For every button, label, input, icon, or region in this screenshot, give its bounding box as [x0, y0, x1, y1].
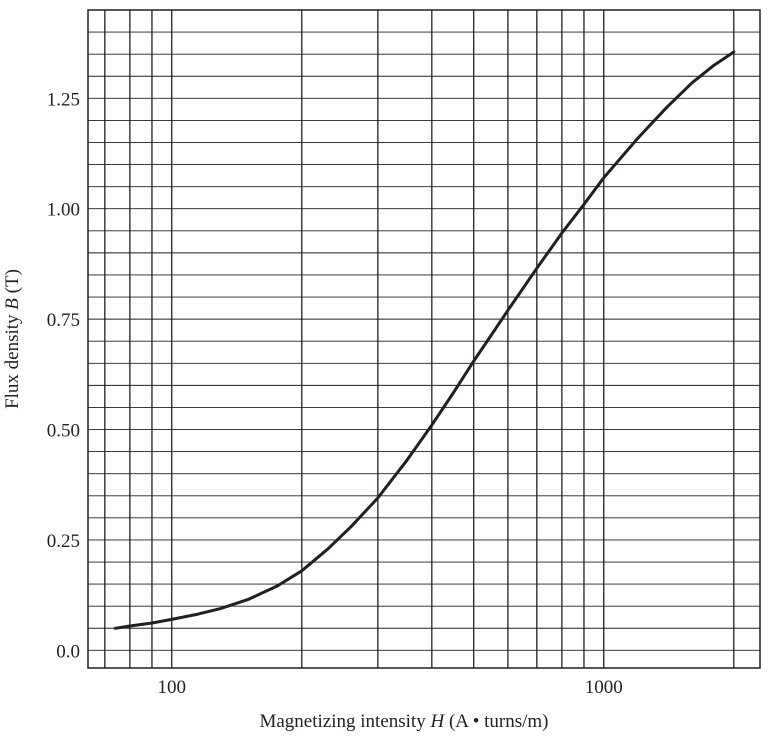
x-tick-labels: 100 1000 — [157, 677, 622, 698]
y-tick-label: 0.0 — [56, 641, 80, 662]
y-tick-label: 0.50 — [47, 421, 80, 442]
y-tick-label: 1.25 — [47, 89, 80, 110]
y-axis-label-units: (T) — [2, 269, 23, 298]
y-tick-label: 0.75 — [47, 310, 80, 331]
y-axis-label-variable: B — [2, 298, 23, 310]
y-axis-label-prefix: Flux density — [2, 310, 23, 409]
plot-frame — [87, 9, 761, 669]
y-tick-label: 1.00 — [47, 200, 80, 221]
bh-curve-line — [113, 50, 736, 630]
grid — [88, 9, 760, 668]
x-tick-label: 1000 — [585, 677, 623, 698]
x-axis-label-units: (A • turns/m) — [444, 711, 548, 732]
x-axis-label: Magnetizing intensity H (A • turns/m) — [259, 711, 548, 732]
x-axis-label-prefix: Magnetizing intensity — [259, 711, 430, 732]
x-tick-label: 100 — [157, 677, 186, 698]
y-axis-label: Flux density B (T) — [2, 269, 23, 409]
y-tick-labels: 0.0 0.25 0.50 0.75 1.00 1.25 — [47, 89, 80, 662]
x-axis-label-variable: H — [429, 711, 445, 732]
y-tick-label: 0.25 — [47, 531, 80, 552]
